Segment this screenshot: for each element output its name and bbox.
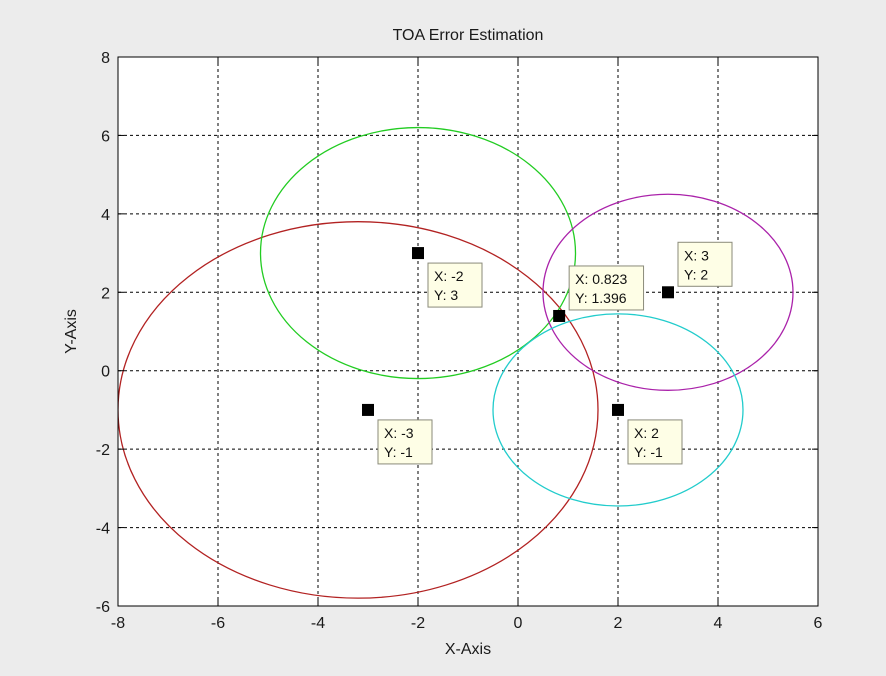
- grid-lines: [118, 57, 818, 606]
- x-tick-label: 6: [814, 615, 823, 632]
- datatip-box[interactable]: X: 3 Y: 2: [677, 241, 733, 287]
- y-axis-label: Y-Axis: [63, 309, 80, 354]
- x-tick-label: -2: [411, 615, 425, 632]
- y-tick-label: 0: [101, 364, 110, 381]
- x-tick-label: 4: [714, 615, 723, 632]
- datatip-x-text: X: -2: [434, 268, 464, 284]
- x-tick-label: -6: [211, 615, 225, 632]
- x-tick-label: -4: [311, 615, 325, 632]
- y-tick-label: 8: [101, 50, 110, 67]
- datatips: X: -2 Y: 3 X: -3 Y: -1 X: 3 Y: 2 X: 2 Y: -1 X: 0…: [377, 241, 733, 465]
- datatip-x-text: X: 2: [634, 425, 659, 441]
- datatip-x-text: X: 3: [684, 247, 709, 263]
- chart-title: TOA Error Estimation: [393, 27, 544, 44]
- y-tick-label: -4: [96, 521, 110, 538]
- datatip-y-text: Y: -1: [384, 444, 413, 460]
- datatip-box[interactable]: X: 2 Y: -1: [627, 419, 683, 465]
- datatip-y-text: Y: 3: [434, 287, 458, 303]
- axes-frame: [117, 56, 819, 607]
- datatip-marker[interactable]: [362, 403, 374, 416]
- circle-series-4[interactable]: [492, 313, 744, 507]
- axes-area[interactable]: [118, 57, 818, 606]
- datatip-marker[interactable]: [412, 247, 424, 260]
- y-tick-label: -2: [96, 442, 110, 459]
- datatip-box[interactable]: X: -3 Y: -1: [377, 419, 433, 465]
- datatip-box[interactable]: X: -2 Y: 3: [427, 262, 483, 308]
- datatip-y-text: Y: 2: [684, 266, 708, 282]
- datatip-y-text: Y: -1: [634, 444, 663, 460]
- datatip-marker[interactable]: [612, 403, 624, 416]
- datatip-y-text: Y: 1.396: [575, 290, 627, 306]
- y-tick-label: 2: [101, 285, 110, 302]
- circle-series: [118, 126, 794, 599]
- datatip-background: [568, 265, 645, 311]
- datatip-background: [627, 419, 683, 465]
- circle-series-1[interactable]: [118, 221, 599, 599]
- y-tick-label: 6: [101, 128, 110, 145]
- x-tick-label: -8: [111, 615, 125, 632]
- datatip-background: [427, 262, 483, 308]
- datatip-background: [377, 419, 433, 465]
- y-tick-label: -6: [96, 599, 110, 616]
- datatip-box[interactable]: X: 0.823 Y: 1.396: [568, 265, 645, 311]
- circle-series-3[interactable]: [542, 193, 794, 391]
- y-tick-label: 4: [101, 207, 110, 224]
- x-tick-label: 0: [514, 615, 523, 632]
- x-axis-label: X-Axis: [445, 641, 491, 658]
- x-tick-label: 2: [614, 615, 623, 632]
- datatip-background: [677, 241, 733, 287]
- data-points: [362, 247, 674, 416]
- datatip-marker[interactable]: [662, 286, 674, 299]
- datatip-marker[interactable]: [553, 309, 566, 322]
- datatip-x-text: X: 0.823: [575, 271, 627, 287]
- datatip-x-text: X: -3: [384, 425, 414, 441]
- circle-series-2[interactable]: [259, 126, 577, 380]
